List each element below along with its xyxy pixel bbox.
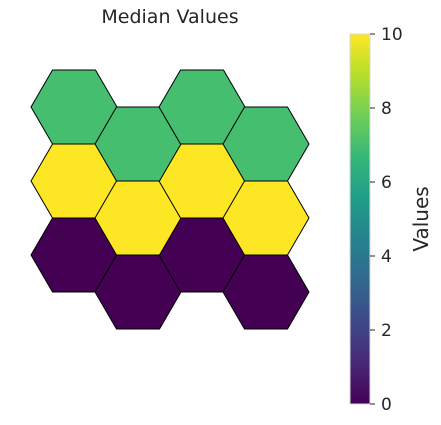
- colorbar-tick-label-6: 6: [381, 173, 392, 193]
- hexbin-plot-area: [30, 69, 310, 330]
- chart-title: Median Values: [101, 6, 239, 28]
- colorbar-tick-label-2: 2: [381, 321, 392, 341]
- colorbar-tick-label-8: 8: [381, 99, 392, 119]
- colorbar-label: Values: [409, 186, 433, 251]
- hex-cell-c3-r2: [222, 106, 310, 182]
- colorbar-gradient: [349, 33, 371, 405]
- colorbar-tick-label-4: 4: [381, 247, 392, 267]
- colorbar-tick-label-0: 0: [381, 395, 392, 415]
- colorbar: 0 2 4 6 8 10: [349, 25, 403, 415]
- colorbar-tick-label-10: 10: [381, 25, 403, 45]
